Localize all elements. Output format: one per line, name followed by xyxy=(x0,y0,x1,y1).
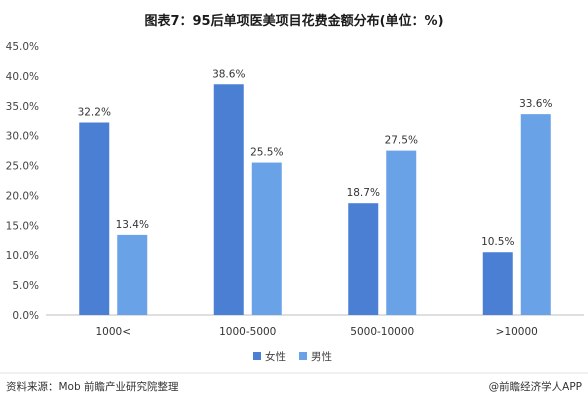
legend-label-female: 女性 xyxy=(265,350,286,363)
bar-male-3 xyxy=(520,114,551,315)
bar-male-2 xyxy=(386,150,417,315)
data-label-female-0: 32.2% xyxy=(78,107,111,119)
legend: 女性 男性 xyxy=(253,350,332,363)
data-label-male-3: 33.6% xyxy=(519,98,552,110)
data-label-male-2: 27.5% xyxy=(385,135,418,147)
bar-female-0 xyxy=(79,122,110,315)
y-tick-label: 20.0% xyxy=(6,190,39,202)
bar-female-1 xyxy=(213,84,244,315)
y-tick-label: 25.0% xyxy=(6,161,39,173)
y-tick-label: 15.0% xyxy=(6,220,39,232)
source-note: 资料来源：Mob 前瞻产业研究院整理 xyxy=(6,380,179,393)
y-tick-label: 0.0% xyxy=(12,310,39,322)
y-axis: 0.0% 5.0% 10.0% 15.0% 20.0% 25.0% 30.0% 35.0% 40… xyxy=(6,41,39,322)
x-category-label: 1000-5000 xyxy=(219,326,276,338)
legend-swatch-female xyxy=(253,352,261,360)
data-label-female-3: 10.5% xyxy=(481,236,514,248)
y-tick-label: 5.0% xyxy=(12,280,39,292)
bar-female-3 xyxy=(482,252,513,315)
y-tick-label: 10.0% xyxy=(6,250,39,262)
x-category-label: >10000 xyxy=(496,326,538,338)
chart-title: 图表7：95后单项医美项目花费金额分布(单位：%) xyxy=(144,13,443,29)
y-tick-label: 30.0% xyxy=(6,131,39,143)
x-category-label: 5000-10000 xyxy=(350,326,414,338)
bars: 32.2% 13.4% 38.6% 25.5% 18.7% 27.5% 10.5% 33.6% xyxy=(78,68,552,315)
bar-male-1 xyxy=(251,162,282,315)
data-label-female-1: 38.6% xyxy=(212,68,245,80)
x-axis: 1000< 1000-5000 5000-10000 >10000 xyxy=(95,326,537,338)
y-tick-label: 40.0% xyxy=(6,71,39,83)
data-label-female-2: 18.7% xyxy=(347,187,380,199)
data-label-male-0: 13.4% xyxy=(116,219,149,231)
brand-note: @前瞻经济学人APP xyxy=(489,380,582,393)
legend-swatch-male xyxy=(299,352,307,360)
y-tick-label: 35.0% xyxy=(6,101,39,113)
x-category-label: 1000< xyxy=(95,326,131,338)
bar-female-2 xyxy=(348,203,379,315)
y-tick-label: 45.0% xyxy=(6,41,39,53)
legend-label-male: 男性 xyxy=(311,350,332,363)
bar-male-0 xyxy=(117,234,148,315)
data-label-male-1: 25.5% xyxy=(250,147,283,159)
